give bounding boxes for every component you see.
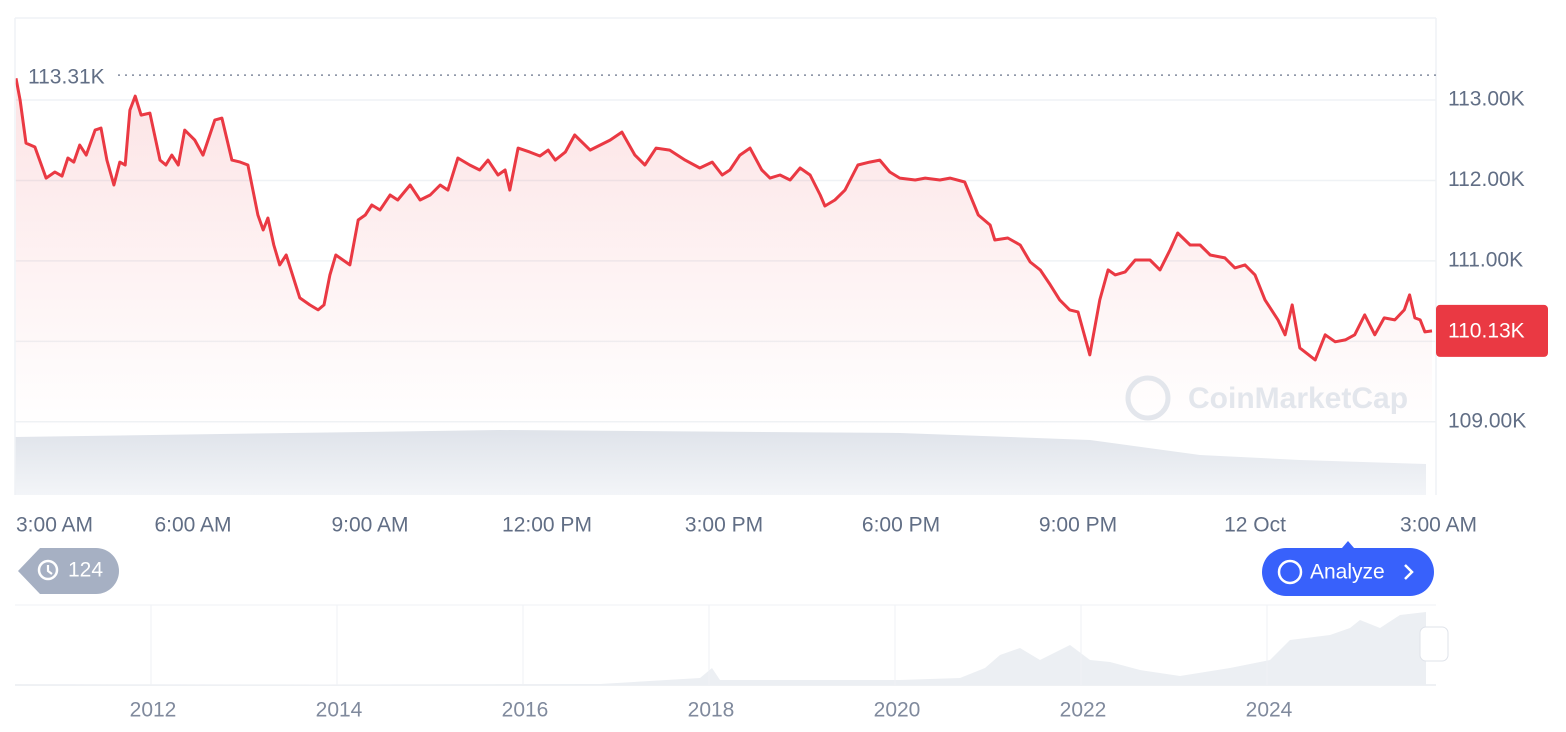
price-line [14, 78, 1433, 362]
x-tick-label: 3:00 AM [1400, 514, 1477, 537]
y-tick-label: 109.00K [1448, 409, 1526, 432]
navigator-label: 2022 [1060, 699, 1107, 722]
watermark-text: CoinMarketCap [1188, 382, 1408, 415]
plot [14, 78, 1433, 431]
history-badge[interactable]: 124 [18, 548, 120, 594]
navigator-label: 2020 [874, 699, 921, 722]
navigator-handle[interactable] [1419, 626, 1449, 662]
x-tick-label: 6:00 PM [862, 514, 940, 537]
y-tick-label: 112.00K [1448, 168, 1525, 191]
analyze-label[interactable]: Analyze [1310, 561, 1385, 584]
watermark: CoinMarketCap [1125, 375, 1408, 421]
y-tick-label: 111.00K [1448, 248, 1523, 271]
navigator-label: 2016 [502, 699, 549, 722]
x-tick-label: 12:00 PM [502, 514, 592, 537]
navigator-label: 2014 [316, 699, 363, 722]
x-tick-label: 9:00 PM [1039, 514, 1117, 537]
navigator-label: 2024 [1246, 699, 1293, 722]
volume-area [15, 430, 1426, 495]
x-tick-label: 3:00 PM [685, 514, 763, 537]
x-tick-label: 6:00 AM [154, 514, 231, 537]
analyze-button[interactable]: Analyze [1262, 541, 1434, 596]
high-label: 113.31K [28, 66, 105, 89]
x-tick-label: 3:00 AM [16, 514, 93, 537]
navigator-area [15, 612, 1426, 685]
last-price-label: 110.13K [1448, 319, 1525, 342]
x-tick-label: 9:00 AM [331, 514, 408, 537]
navigator-label: 2018 [688, 699, 735, 722]
y-tick-label: 113.00K [1448, 88, 1525, 111]
price-area [16, 78, 1432, 431]
navigator-label: 2012 [130, 699, 177, 722]
x-tick-label: 12 Oct [1224, 514, 1286, 537]
last-price-box [1436, 304, 1548, 357]
history-count[interactable]: 124 [68, 559, 103, 582]
navigator-labels: 2012 2014 2016 2018 2020 2022 2024 [130, 605, 1293, 722]
